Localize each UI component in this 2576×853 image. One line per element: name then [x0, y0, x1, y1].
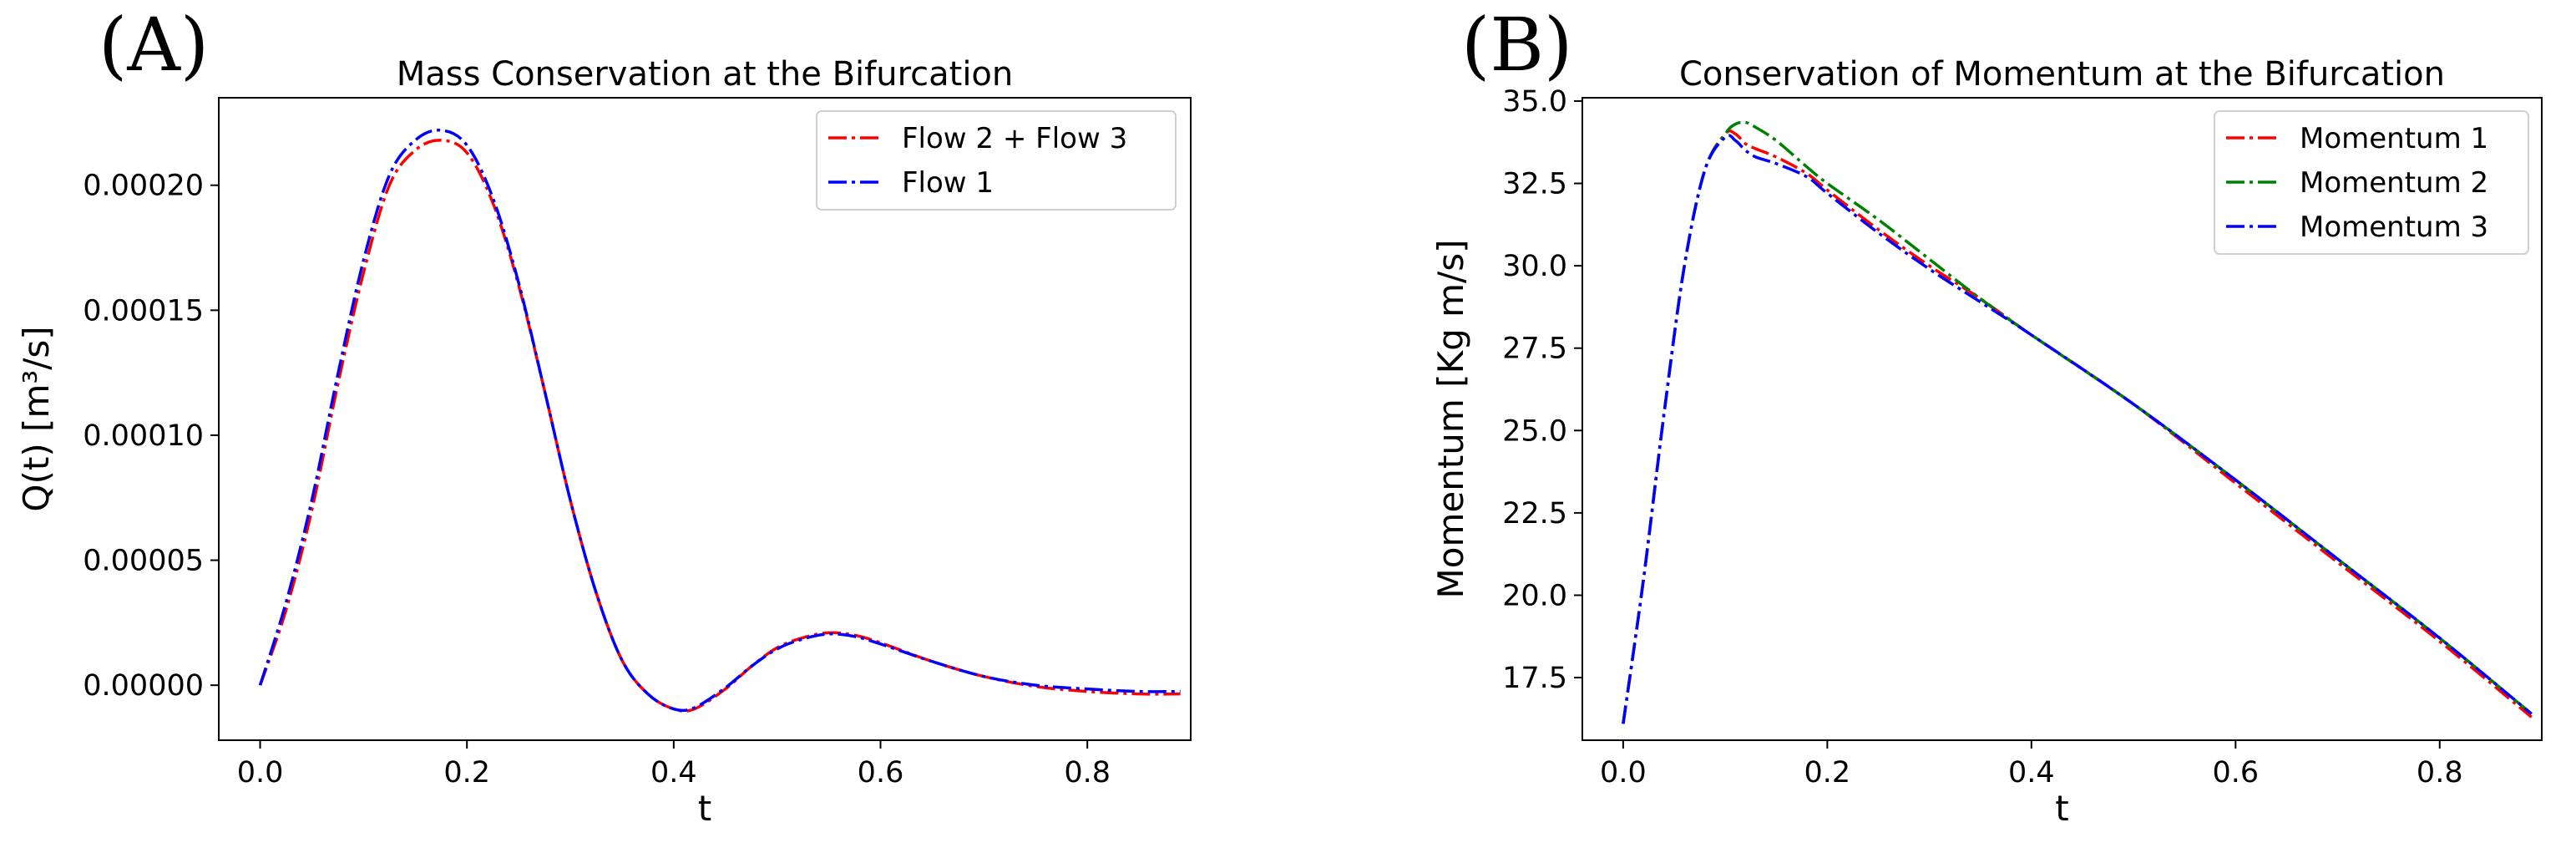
x-tick-label: 0.4	[650, 756, 697, 790]
legend-label: Momentum 2	[2300, 166, 2488, 200]
legend-label: Flow 1	[902, 166, 994, 200]
x-tick-label: 0.2	[443, 756, 490, 790]
x-tick-label: 0.6	[2212, 756, 2259, 790]
y-tick-label: 17.5	[1502, 662, 1567, 695]
y-tick-label: 25.0	[1502, 414, 1567, 448]
plot-area-frame	[218, 97, 1192, 741]
y-tick-label: 0.00000	[83, 669, 204, 703]
x-tick-label: 0.0	[237, 756, 284, 790]
y-tick-label: 0.00020	[83, 170, 204, 203]
x-tick-label: 0.6	[858, 756, 904, 790]
legend-label: Momentum 3	[2300, 211, 2488, 244]
y-tick-label: 0.00005	[83, 545, 204, 578]
series-line-flow-2-flow-3	[258, 139, 1181, 713]
legend-label: Momentum 1	[2300, 122, 2488, 155]
x-tick-label: 0.8	[2417, 756, 2463, 790]
x-tick-label: 0.2	[1804, 756, 1851, 790]
x-axis-label: t	[2055, 788, 2068, 829]
panel-label: (B)	[1461, 2, 1572, 88]
panel-a-mass-conservation: (A) Mass Conservation at the Bifurcation 0…	[16, 2, 1192, 829]
panel-label: (A)	[99, 2, 209, 88]
x-tick-label: 0.4	[2008, 756, 2055, 790]
chart-title: Mass Conservation at the Bifurcation	[397, 55, 1014, 94]
y-tick-label: 27.5	[1502, 333, 1567, 366]
y-tick-label: 0.00015	[83, 294, 204, 327]
series-line-momentum-3	[1622, 134, 2533, 724]
y-tick-label: 22.5	[1502, 497, 1567, 531]
y-tick-label: 32.5	[1502, 168, 1567, 201]
legend-label: Flow 2 + Flow 3	[902, 122, 1127, 155]
chart-title: Conservation of Momentum at the Bifurcat…	[1679, 55, 2445, 94]
y-axis-label: Q(t) [m³/s]	[16, 326, 57, 511]
panel-b-momentum-conservation: (B) Conservation of Momentum at the Bifur…	[1430, 2, 2543, 829]
x-tick-label: 0.0	[1600, 756, 1647, 790]
y-tick-label: 20.0	[1502, 579, 1567, 612]
x-tick-label: 0.8	[1064, 756, 1111, 790]
plot-area-frame	[1582, 97, 2543, 741]
y-tick-label: 30.0	[1502, 250, 1567, 283]
y-tick-label: 0.00010	[83, 419, 204, 453]
legend-box	[816, 110, 1177, 211]
y-tick-label: 35.0	[1502, 85, 1567, 119]
legend-box	[2214, 110, 2529, 255]
y-axis-label: Momentum [Kg m/s]	[1430, 240, 1471, 599]
series-line-flow-1	[258, 129, 1181, 713]
x-axis-label: t	[698, 788, 711, 829]
